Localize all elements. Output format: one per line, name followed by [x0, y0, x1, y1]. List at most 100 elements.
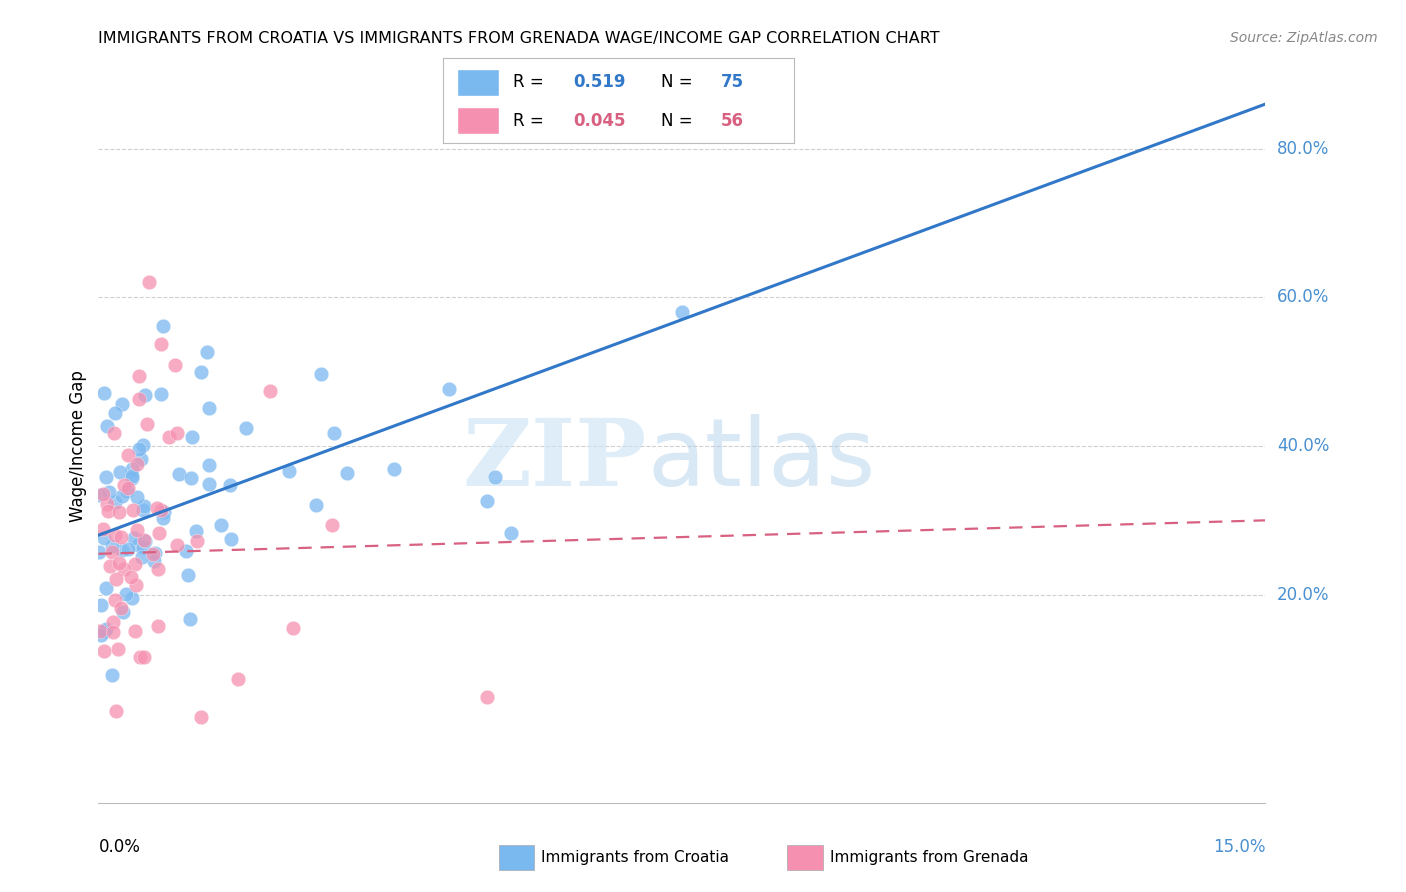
Text: 75: 75 — [720, 73, 744, 91]
Point — [477, 493, 499, 508]
Point — [198, 401, 221, 415]
Point — [131, 540, 153, 554]
Point — [152, 319, 174, 334]
Point — [121, 503, 143, 517]
Point — [135, 417, 157, 431]
Point — [104, 572, 127, 586]
Point — [91, 523, 114, 537]
Point — [179, 612, 201, 626]
Text: 56: 56 — [720, 112, 744, 129]
Point — [259, 384, 281, 398]
Point — [121, 591, 143, 606]
Text: ZIP: ZIP — [463, 416, 647, 505]
Point — [120, 570, 142, 584]
Point — [132, 438, 155, 452]
Point — [336, 466, 359, 480]
Point — [98, 559, 121, 574]
Text: 0.045: 0.045 — [574, 112, 626, 129]
Point — [190, 710, 212, 724]
Point — [499, 525, 522, 540]
Point — [101, 545, 124, 559]
Point — [484, 469, 506, 483]
Point — [128, 442, 150, 456]
Point — [115, 483, 138, 498]
Point — [124, 624, 146, 639]
Point — [127, 538, 149, 552]
Point — [112, 561, 135, 575]
Point — [146, 619, 169, 633]
Point — [150, 387, 173, 401]
Point — [235, 421, 257, 435]
Point — [93, 644, 115, 658]
Point — [305, 498, 328, 512]
Point — [121, 462, 143, 476]
Point — [143, 554, 166, 568]
Point — [114, 587, 136, 601]
Point — [190, 365, 212, 379]
Point — [382, 461, 405, 475]
Bar — [457, 69, 499, 96]
Text: 0.519: 0.519 — [574, 73, 626, 91]
Point — [110, 600, 132, 615]
Point — [128, 392, 150, 406]
Point — [150, 502, 173, 516]
Point — [117, 448, 139, 462]
Point — [142, 547, 165, 561]
Point — [111, 542, 134, 557]
Text: N =: N = — [661, 73, 697, 91]
Point — [93, 624, 115, 638]
Point — [94, 470, 117, 484]
Point — [219, 533, 242, 547]
Text: 15.0%: 15.0% — [1213, 838, 1265, 856]
Point — [107, 642, 129, 657]
Point — [112, 478, 135, 492]
Point — [124, 531, 146, 545]
Point — [134, 534, 156, 549]
Point — [323, 426, 346, 441]
Point — [146, 562, 169, 576]
Text: 0.0%: 0.0% — [98, 838, 141, 856]
Point — [128, 369, 150, 384]
Point — [91, 487, 114, 501]
Point — [111, 397, 134, 411]
Point — [167, 467, 190, 481]
Text: 40.0%: 40.0% — [1277, 437, 1330, 455]
Point — [111, 489, 134, 503]
Point — [134, 388, 156, 402]
Point — [195, 345, 218, 359]
Point — [166, 426, 188, 441]
Point — [132, 502, 155, 516]
Point — [108, 556, 131, 570]
Point — [94, 622, 117, 636]
Point — [174, 544, 197, 558]
Point — [145, 546, 167, 560]
Point — [228, 672, 250, 686]
Point — [125, 457, 148, 471]
Point — [104, 405, 127, 419]
Text: atlas: atlas — [647, 414, 875, 507]
Text: Immigrants from Croatia: Immigrants from Croatia — [541, 850, 730, 864]
Point — [89, 624, 111, 638]
Point — [146, 500, 169, 515]
Point — [97, 504, 120, 518]
Point — [134, 650, 156, 665]
Text: 60.0%: 60.0% — [1277, 288, 1330, 306]
Text: 80.0%: 80.0% — [1277, 140, 1330, 158]
Point — [157, 429, 180, 443]
Text: N =: N = — [661, 112, 697, 129]
Point — [477, 690, 499, 704]
Point — [108, 466, 131, 480]
Point — [149, 337, 172, 351]
Point — [101, 615, 124, 629]
Point — [93, 385, 115, 400]
Point — [131, 452, 153, 467]
Point — [103, 625, 125, 640]
Text: Immigrants from Grenada: Immigrants from Grenada — [830, 850, 1028, 864]
Point — [110, 530, 132, 544]
Point — [127, 523, 149, 537]
Point — [309, 367, 332, 381]
Point — [104, 495, 127, 509]
Point — [671, 305, 693, 319]
Point — [209, 517, 232, 532]
Point — [124, 558, 146, 572]
